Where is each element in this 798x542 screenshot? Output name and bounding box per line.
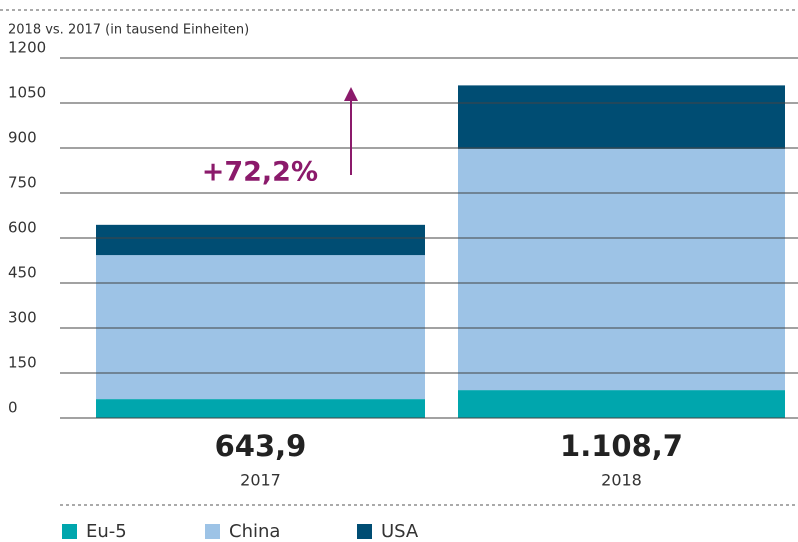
bar-segment [96,224,425,256]
legend-swatch [205,524,220,539]
annotation: +72,2% [202,157,318,188]
legend-swatch [357,524,372,539]
total-label: 643,9 [215,429,307,463]
y-tick-label: 900 [8,129,37,147]
legend-label: China [229,521,280,542]
legend-label: Eu-5 [86,521,127,542]
bar-segment [96,255,425,400]
bar-segment [96,399,425,418]
y-tick-label: 750 [8,174,37,192]
y-tick-label: 450 [8,264,37,282]
y-tick-label: 600 [8,219,37,237]
x-tick-label: 2017 [240,471,281,490]
bar-segment [458,85,785,149]
bar-segment [458,148,785,391]
x-tick-label: 2018 [601,471,642,490]
total-label: 1.108,7 [560,429,683,463]
y-tick-label: 150 [8,354,37,372]
arrow-head [344,87,358,101]
bar-segment [458,390,785,418]
y-tick-label: 1050 [8,84,46,102]
subtitle: 2018 vs. 2017 (in tausend Einheiten) [8,23,249,38]
legend-label: USA [381,521,419,542]
legend-swatch [62,524,77,539]
y-tick-label: 300 [8,309,37,327]
y-tick-label: 0 [8,399,18,417]
y-tick-label: 1200 [8,39,46,57]
